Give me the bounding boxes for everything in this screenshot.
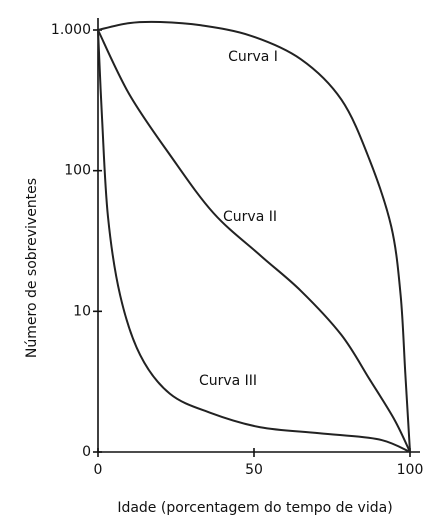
- survival-curve: [97, 20, 411, 453]
- y-tick-label: 10: [73, 303, 91, 319]
- survival-curve: [97, 29, 411, 453]
- survival-curve: [97, 29, 411, 453]
- x-tick-label: 100: [397, 462, 424, 478]
- y-tick-label: 0: [82, 444, 91, 460]
- x-tick-label: 50: [245, 462, 263, 478]
- x-axis-label: Idade (porcentagem do tempo de vida): [117, 500, 392, 516]
- curve-label: Curva II: [223, 209, 277, 225]
- curve-label: Curva III: [199, 373, 257, 389]
- x-tick-label: 0: [94, 462, 103, 478]
- curve-label: Curva I: [228, 49, 278, 65]
- y-tick-label: 100: [64, 163, 91, 179]
- y-tick-label: 1.000: [51, 22, 91, 38]
- y-axis-label: Número de sobreviventes: [24, 178, 40, 358]
